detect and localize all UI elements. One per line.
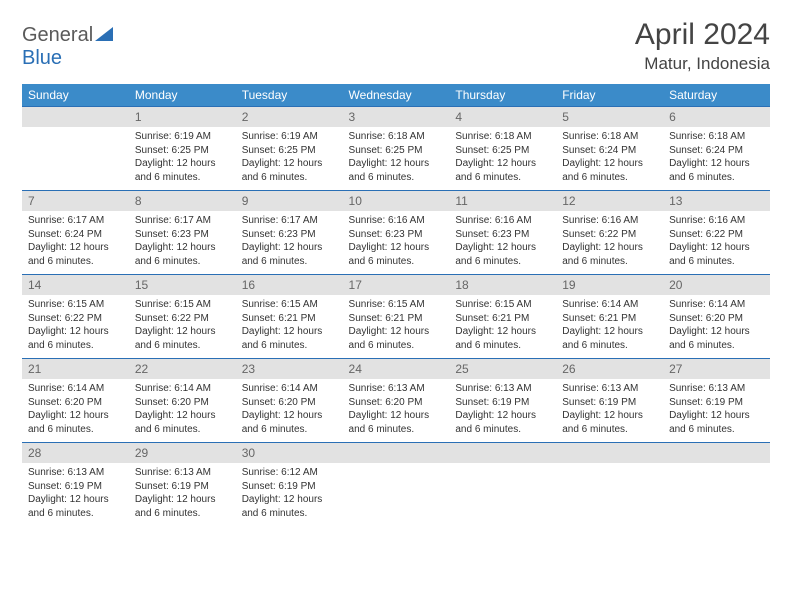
day-content-cell xyxy=(449,463,556,526)
day-number-cell: 14 xyxy=(22,275,129,296)
day-content-cell: Sunrise: 6:14 AMSunset: 6:21 PMDaylight:… xyxy=(556,295,663,359)
day-number-cell: 8 xyxy=(129,191,236,212)
day-number-cell xyxy=(556,443,663,464)
day-number-cell: 25 xyxy=(449,359,556,380)
day-number-cell: 26 xyxy=(556,359,663,380)
day-content-cell: Sunrise: 6:16 AMSunset: 6:23 PMDaylight:… xyxy=(343,211,450,275)
weekday-header-row: SundayMondayTuesdayWednesdayThursdayFrid… xyxy=(22,84,770,107)
day-content-cell xyxy=(556,463,663,526)
day-content-cell: Sunrise: 6:17 AMSunset: 6:23 PMDaylight:… xyxy=(236,211,343,275)
day-number-cell: 13 xyxy=(663,191,770,212)
day-content-cell: Sunrise: 6:17 AMSunset: 6:24 PMDaylight:… xyxy=(22,211,129,275)
page-header: General Blue April 2024 Matur, Indonesia xyxy=(22,18,770,74)
day-number-row: 78910111213 xyxy=(22,191,770,212)
day-number-cell: 5 xyxy=(556,107,663,128)
day-content-cell: Sunrise: 6:19 AMSunset: 6:25 PMDaylight:… xyxy=(129,127,236,191)
day-number-cell: 15 xyxy=(129,275,236,296)
day-content-row: Sunrise: 6:13 AMSunset: 6:19 PMDaylight:… xyxy=(22,463,770,526)
weekday-header: Saturday xyxy=(663,84,770,107)
day-number-cell: 29 xyxy=(129,443,236,464)
day-content-cell: Sunrise: 6:16 AMSunset: 6:23 PMDaylight:… xyxy=(449,211,556,275)
day-content-cell: Sunrise: 6:15 AMSunset: 6:21 PMDaylight:… xyxy=(343,295,450,359)
day-number-cell: 12 xyxy=(556,191,663,212)
day-number-cell: 20 xyxy=(663,275,770,296)
day-content-cell xyxy=(343,463,450,526)
day-content-cell xyxy=(663,463,770,526)
day-number-cell: 11 xyxy=(449,191,556,212)
day-number-cell xyxy=(22,107,129,128)
day-content-cell: Sunrise: 6:13 AMSunset: 6:19 PMDaylight:… xyxy=(556,379,663,443)
logo-triangle-icon xyxy=(95,24,113,47)
day-content-cell xyxy=(22,127,129,191)
day-number-cell: 18 xyxy=(449,275,556,296)
day-number-row: 21222324252627 xyxy=(22,359,770,380)
day-content-cell: Sunrise: 6:15 AMSunset: 6:21 PMDaylight:… xyxy=(449,295,556,359)
day-content-cell: Sunrise: 6:12 AMSunset: 6:19 PMDaylight:… xyxy=(236,463,343,526)
day-number-cell: 17 xyxy=(343,275,450,296)
day-content-cell: Sunrise: 6:16 AMSunset: 6:22 PMDaylight:… xyxy=(556,211,663,275)
weekday-header: Sunday xyxy=(22,84,129,107)
day-number-cell: 3 xyxy=(343,107,450,128)
day-content-cell: Sunrise: 6:15 AMSunset: 6:21 PMDaylight:… xyxy=(236,295,343,359)
day-number-cell: 27 xyxy=(663,359,770,380)
weekday-header: Thursday xyxy=(449,84,556,107)
day-content-cell: Sunrise: 6:14 AMSunset: 6:20 PMDaylight:… xyxy=(22,379,129,443)
day-content-cell: Sunrise: 6:16 AMSunset: 6:22 PMDaylight:… xyxy=(663,211,770,275)
day-number-cell: 24 xyxy=(343,359,450,380)
day-content-cell: Sunrise: 6:15 AMSunset: 6:22 PMDaylight:… xyxy=(129,295,236,359)
day-content-cell: Sunrise: 6:18 AMSunset: 6:24 PMDaylight:… xyxy=(556,127,663,191)
logo-text-general: General xyxy=(22,24,93,46)
day-number-cell: 6 xyxy=(663,107,770,128)
day-number-cell: 1 xyxy=(129,107,236,128)
day-number-row: 282930 xyxy=(22,443,770,464)
day-number-cell: 9 xyxy=(236,191,343,212)
day-content-row: Sunrise: 6:14 AMSunset: 6:20 PMDaylight:… xyxy=(22,379,770,443)
location: Matur, Indonesia xyxy=(635,54,770,74)
weekday-header: Friday xyxy=(556,84,663,107)
day-number-row: 14151617181920 xyxy=(22,275,770,296)
day-number-cell: 16 xyxy=(236,275,343,296)
day-number-cell xyxy=(663,443,770,464)
day-number-cell: 19 xyxy=(556,275,663,296)
day-content-cell: Sunrise: 6:15 AMSunset: 6:22 PMDaylight:… xyxy=(22,295,129,359)
day-number-cell: 4 xyxy=(449,107,556,128)
day-number-cell: 21 xyxy=(22,359,129,380)
day-number-cell: 28 xyxy=(22,443,129,464)
day-content-cell: Sunrise: 6:18 AMSunset: 6:24 PMDaylight:… xyxy=(663,127,770,191)
day-content-cell: Sunrise: 6:14 AMSunset: 6:20 PMDaylight:… xyxy=(129,379,236,443)
day-number-cell: 7 xyxy=(22,191,129,212)
weekday-header: Wednesday xyxy=(343,84,450,107)
day-number-row: 123456 xyxy=(22,107,770,128)
day-content-cell: Sunrise: 6:13 AMSunset: 6:19 PMDaylight:… xyxy=(22,463,129,526)
day-number-cell: 23 xyxy=(236,359,343,380)
day-content-cell: Sunrise: 6:13 AMSunset: 6:19 PMDaylight:… xyxy=(129,463,236,526)
day-content-cell: Sunrise: 6:17 AMSunset: 6:23 PMDaylight:… xyxy=(129,211,236,275)
day-number-cell xyxy=(343,443,450,464)
weekday-header: Monday xyxy=(129,84,236,107)
day-content-row: Sunrise: 6:15 AMSunset: 6:22 PMDaylight:… xyxy=(22,295,770,359)
logo-text-blue: Blue xyxy=(22,47,62,69)
day-content-cell: Sunrise: 6:18 AMSunset: 6:25 PMDaylight:… xyxy=(449,127,556,191)
day-content-cell: Sunrise: 6:13 AMSunset: 6:19 PMDaylight:… xyxy=(449,379,556,443)
day-number-cell xyxy=(449,443,556,464)
day-content-cell: Sunrise: 6:18 AMSunset: 6:25 PMDaylight:… xyxy=(343,127,450,191)
day-number-cell: 22 xyxy=(129,359,236,380)
day-number-cell: 2 xyxy=(236,107,343,128)
day-content-cell: Sunrise: 6:14 AMSunset: 6:20 PMDaylight:… xyxy=(663,295,770,359)
logo: General Blue xyxy=(22,18,113,70)
day-content-cell: Sunrise: 6:14 AMSunset: 6:20 PMDaylight:… xyxy=(236,379,343,443)
day-content-row: Sunrise: 6:17 AMSunset: 6:24 PMDaylight:… xyxy=(22,211,770,275)
title-block: April 2024 Matur, Indonesia xyxy=(635,18,770,74)
logo-text: General Blue xyxy=(22,24,113,70)
day-number-cell: 30 xyxy=(236,443,343,464)
day-content-cell: Sunrise: 6:19 AMSunset: 6:25 PMDaylight:… xyxy=(236,127,343,191)
day-content-row: Sunrise: 6:19 AMSunset: 6:25 PMDaylight:… xyxy=(22,127,770,191)
day-content-cell: Sunrise: 6:13 AMSunset: 6:19 PMDaylight:… xyxy=(663,379,770,443)
month-title: April 2024 xyxy=(635,18,770,52)
day-content-cell: Sunrise: 6:13 AMSunset: 6:20 PMDaylight:… xyxy=(343,379,450,443)
weekday-header: Tuesday xyxy=(236,84,343,107)
day-number-cell: 10 xyxy=(343,191,450,212)
calendar-table: SundayMondayTuesdayWednesdayThursdayFrid… xyxy=(22,84,770,526)
